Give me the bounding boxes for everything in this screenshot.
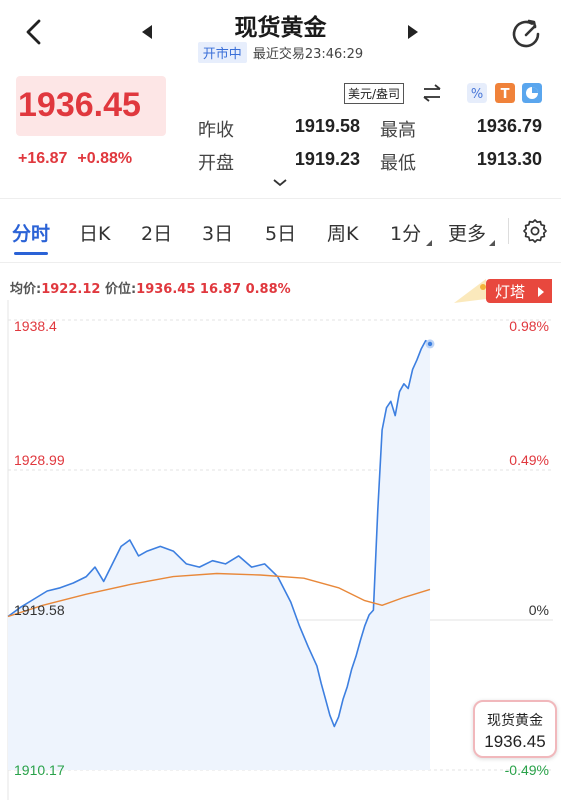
swap-icon[interactable] (421, 83, 443, 103)
tab-1-minute[interactable]: 1分 (390, 223, 422, 245)
dropdown-corner-icon (426, 240, 432, 246)
percent-tool-icon[interactable]: % (467, 83, 487, 103)
avg-price-value: 1922.12 (41, 282, 101, 297)
tab-3-day[interactable]: 3日 (202, 223, 234, 245)
lamp-tower-button[interactable]: 灯塔 (486, 279, 552, 303)
tab-divider (0, 262, 561, 263)
currency-unit-toggle[interactable]: 美元/盎司 (344, 83, 405, 104)
y-axis-left-tick: 1938.4 (14, 318, 57, 334)
market-status: 开市中 最近交易23:46:29 (0, 42, 561, 63)
price-level-label: 价位: (104, 282, 137, 297)
pie-tool-icon[interactable] (522, 83, 542, 103)
svg-text:%: % (471, 87, 483, 102)
dropdown-corner-icon (489, 240, 495, 246)
next-item-icon[interactable] (406, 24, 420, 40)
tab-daily-k[interactable]: 日K (79, 223, 111, 245)
t-tool-icon[interactable]: T (495, 83, 515, 103)
price-change: +16.87 +0.88% (18, 150, 142, 168)
lamp-beam-icon (454, 279, 486, 303)
expand-chevron-icon[interactable] (272, 178, 288, 188)
average-price-line (7, 572, 431, 618)
y-axis-right-tick: -0.49% (504, 762, 549, 778)
change-amount: +16.87 (18, 150, 68, 167)
chart-info-row: 均价:1922.12 价位:1936.45 16.87 0.88% (10, 278, 291, 297)
last-trade-time: 最近交易23:46:29 (252, 47, 364, 62)
price-area-fill (8, 340, 430, 770)
latest-point-marker (427, 341, 433, 347)
page-title: 现货黄金 (234, 15, 327, 41)
price-level-change-pct: 0.88% (245, 282, 291, 297)
prev-close-value: 1919.58 (294, 116, 360, 136)
previous-item-icon[interactable] (140, 24, 154, 40)
y-axis-left-tick: 1928.99 (14, 452, 65, 468)
active-tab-indicator (14, 252, 48, 255)
low-label: 最低 (380, 153, 416, 174)
y-axis-right-tick: 0% (528, 602, 549, 618)
y-axis-right-tick: 0.98% (509, 318, 549, 334)
open-label: 开盘 (198, 153, 234, 174)
y-axis-left-tick: 1919.58 (14, 602, 65, 618)
price-level-value: 1936.45 (136, 282, 196, 297)
tag-card-name: 现货黄金 (487, 713, 543, 729)
intraday-chart-svg (7, 300, 553, 800)
price-line (7, 339, 431, 728)
instrument-tag-card[interactable]: 现货黄金 1936.45 (473, 700, 557, 758)
tag-card-value: 1936.45 (484, 732, 546, 751)
price-level-change: 16.87 (199, 282, 242, 297)
back-arrow-icon[interactable] (18, 16, 50, 48)
prev-close-label: 昨收 (198, 120, 234, 141)
open-value: 1919.23 (294, 149, 360, 169)
high-value: 1936.79 (476, 116, 542, 136)
price-highlight (16, 76, 166, 136)
play-triangle-icon (538, 287, 544, 297)
tab-weekly-k[interactable]: 周K (327, 223, 359, 245)
tab-intraday[interactable]: 分时 (12, 223, 51, 245)
lamp-tower-label: 灯塔 (495, 283, 526, 301)
svg-text:T: T (501, 87, 510, 102)
intraday-chart[interactable]: 1938.4 0.98% 1928.99 0.49% 1919.58 0% 1910.17 -… (0, 300, 561, 800)
refresh-icon[interactable] (508, 16, 544, 52)
tab-5-day[interactable]: 5日 (265, 223, 297, 245)
y-axis-left-tick: 1910.17 (14, 762, 65, 778)
settings-gear-icon[interactable] (522, 218, 548, 244)
y-axis-right-tick: 0.49% (509, 452, 549, 468)
top-bar: 现货黄金 开市中 最近交易23:46:29 (0, 0, 561, 68)
change-percent: +0.88% (77, 150, 133, 167)
tab-more[interactable]: 更多 (448, 223, 487, 245)
market-open-badge: 开市中 (197, 42, 247, 63)
avg-price-label: 均价: (10, 282, 42, 297)
tab-separator (508, 218, 509, 244)
section-divider (0, 198, 561, 199)
tab-2-day[interactable]: 2日 (141, 223, 173, 245)
current-price: 1936.45 (18, 86, 141, 124)
low-value: 1913.30 (476, 149, 542, 169)
high-label: 最高 (380, 120, 416, 141)
